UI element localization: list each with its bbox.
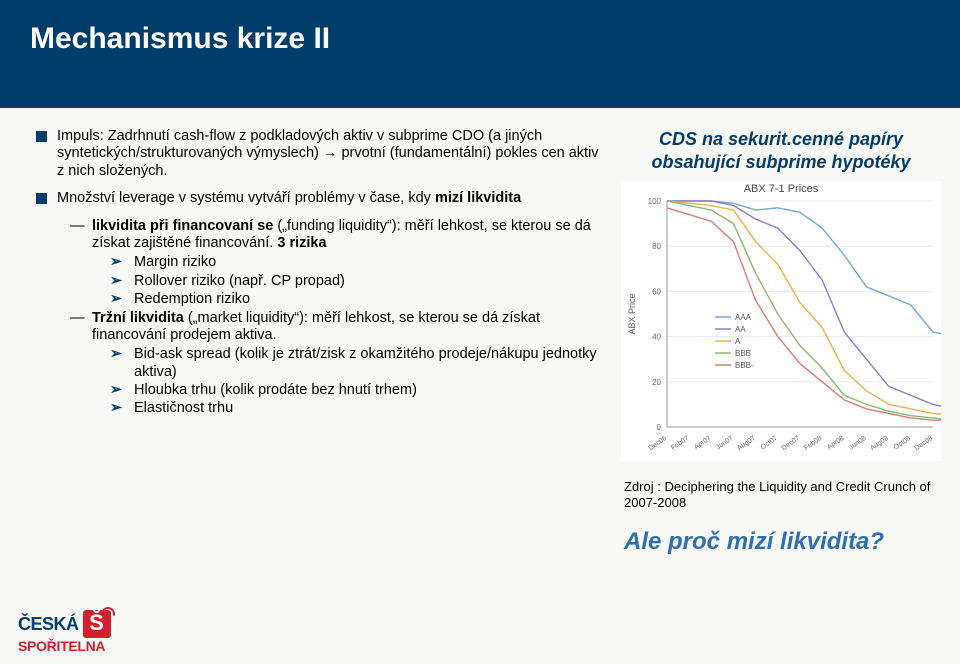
svg-text:ABX Price: ABX Price [627,293,637,334]
logo-line1: ČESKÁ [18,616,79,632]
arrow-1-text: Margin riziko [134,254,216,271]
content-area: Impuls: Zadrhnutí cash-flow z podkladový… [0,108,960,556]
arrow-icon: ➢ [110,291,134,308]
arrow-icon: ➢ [110,346,134,381]
svg-text:Jun08: Jun08 [848,435,868,452]
arrow-4: ➢ Bid-ask spread (kolik je ztrát/zisk z … [18,346,608,381]
svg-text:Apr07: Apr07 [693,435,712,452]
arrow-icon: ➢ [110,273,134,290]
svg-text:100: 100 [648,197,662,206]
chart-caption: CDS na sekurit.cenné papíry obsahující s… [620,128,942,173]
svg-text:Aug08: Aug08 [869,435,890,452]
bullet-square-icon [36,131,47,142]
bullet-square-icon [36,193,47,204]
question-text: Ale proč mizí likvidita? [620,528,942,556]
arrow-1: ➢ Margin riziko [18,254,608,271]
dash-1-bold: likvidita při financovaní se [92,218,273,234]
bullet-1-text: Impuls: Zadrhnutí cash-flow z podkladový… [57,128,608,180]
bullet-2: Množství leverage v systému vytváří prob… [18,190,608,207]
svg-text:Feb07: Feb07 [670,435,690,452]
chart-source: Zdroj : Deciphering the Liquidity and Cr… [620,479,942,510]
dash-1-line2: získat zajištěné financování. [92,235,277,251]
svg-text:0: 0 [657,423,662,432]
svg-text:Dec06: Dec06 [648,435,669,452]
arrow-6-text: Elastičnost trhu [134,400,233,417]
logo-s-icon: Š [83,610,111,638]
svg-text:Aug07: Aug07 [736,435,757,452]
svg-text:A: A [735,337,741,346]
dash-2-bold: Tržní likvidita [92,310,184,326]
dash-1-text: likvidita při financovaní se („funding l… [92,218,591,253]
slide-header: Mechanismus krize II [0,0,960,108]
svg-text:Dec08: Dec08 [914,435,935,452]
bullet-1: Impuls: Zadrhnutí cash-flow z podkladový… [18,128,608,180]
dash-icon: — [70,218,92,253]
svg-text:BBB: BBB [735,349,751,358]
right-column: CDS na sekurit.cenné papíry obsahující s… [620,128,942,556]
arrow-icon: ➢ [110,400,134,417]
left-column: Impuls: Zadrhnutí cash-flow z podkladový… [18,128,608,556]
bullet-2-bold: mizí likvidita [435,190,521,206]
svg-text:Apr08: Apr08 [826,435,845,452]
svg-text:BBB-: BBB- [735,361,754,370]
arrow-5-text: Hloubka trhu (kolik prodáte bez hnutí tr… [134,382,417,399]
svg-text:40: 40 [652,333,661,342]
dash-icon: — [70,310,92,345]
arrow-3: ➢ Redemption riziko [18,291,608,308]
svg-text:Feb08: Feb08 [803,435,823,452]
svg-text:Oct08: Oct08 [893,435,912,452]
bullet-2-intro: Množství leverage v systému vytváří prob… [57,190,435,206]
arrow-4-text: Bid-ask spread (kolik je ztrát/zisk z ok… [134,346,608,381]
chart-svg: 020406080100Dec06Feb07Apr07Jun07Aug07Oct… [621,195,941,457]
svg-text:Oct07: Oct07 [760,435,779,452]
arrow-6: ➢ Elastičnost trhu [18,400,608,417]
bullet-2-text: Množství leverage v systému vytváří prob… [57,190,521,207]
svg-text:Jun07: Jun07 [715,435,735,452]
svg-text:AAA: AAA [735,313,752,322]
slide-title: Mechanismus krize II [30,22,930,56]
chart-caption-line1: CDS na sekurit.cenné papíry [659,129,903,149]
arrow-icon: ➢ [110,382,134,399]
logo-line2: SPOŘITELNA [18,638,111,654]
arrow-icon: ➢ [110,254,134,271]
dash-2-text: Tržní likvidita („market liquidity“): mě… [92,310,608,345]
arrow-5: ➢ Hloubka trhu (kolik prodáte bez hnutí … [18,382,608,399]
arrow-2: ➢ Rollover riziko (např. CP propad) [18,273,608,290]
chart-title: ABX 7-1 Prices [621,181,941,195]
chart-caption-line2: obsahující subprime hypotéky [651,152,910,172]
abx-chart: ABX 7-1 Prices 020406080100Dec06Feb07Apr… [621,181,941,461]
arrow-3-text: Redemption riziko [134,291,250,308]
svg-text:AA: AA [735,325,746,334]
dash-1: — likvidita při financovaní se („funding… [18,218,608,253]
svg-text:Dec07: Dec07 [781,435,802,452]
svg-text:60: 60 [652,287,661,296]
dash-1-bold2: 3 rizika [277,235,326,251]
ceska-sporitelna-logo: ČESKÁ Š SPOŘITELNA [18,610,111,654]
svg-text:80: 80 [652,242,661,251]
dash-2: — Tržní likvidita („market liquidity“): … [18,310,608,345]
dash-1-rest: („funding liquidity“): měří lehkost, se … [273,218,591,234]
svg-text:20: 20 [652,378,661,387]
arrow-2-text: Rollover riziko (např. CP propad) [134,273,345,290]
